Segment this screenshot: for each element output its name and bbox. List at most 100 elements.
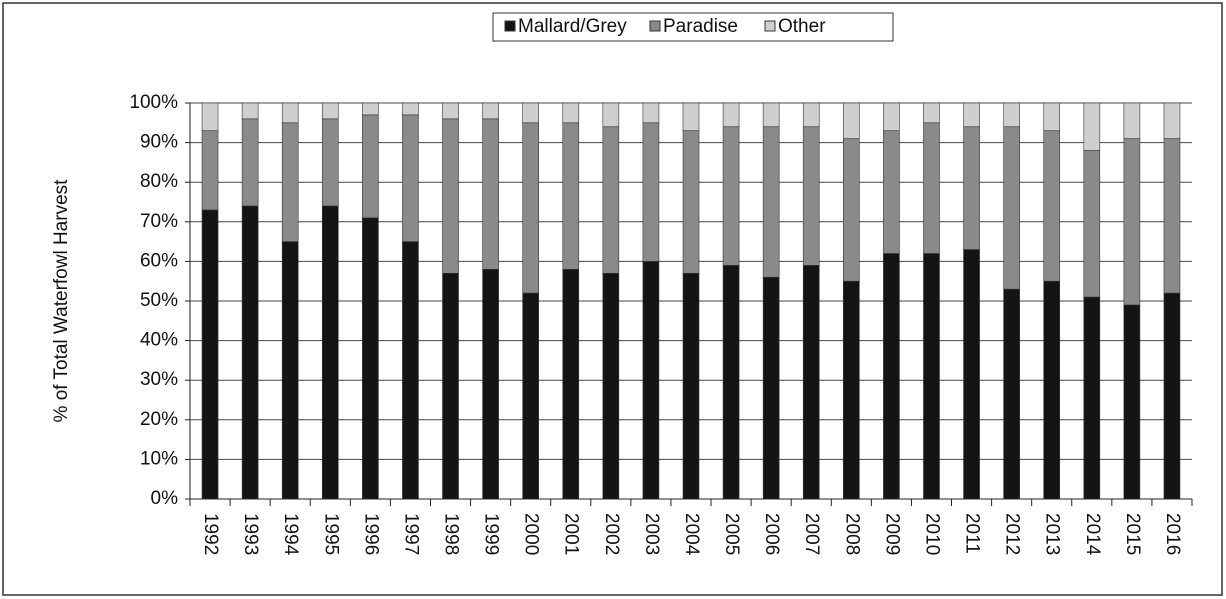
bar-segment [442,118,459,274]
legend-label: Other [778,16,826,37]
x-tick-label: 2010 [921,513,942,555]
bar-segment [843,102,860,139]
bar-segment [682,102,700,132]
bar-segment [722,102,740,128]
bar-segment [883,253,900,500]
x-tick-label: 2004 [681,513,702,556]
x-tick-label: 2013 [1042,513,1063,555]
bar-segment [682,272,700,500]
y-tick-label: 20% [140,409,178,430]
y-tick-label: 80% [140,171,178,192]
bar-segment [482,102,499,120]
bar-segment [923,253,940,500]
bar-segment [1003,126,1020,290]
x-tick-label: 1994 [280,513,301,556]
bar-segment [402,114,419,242]
bar-segment [281,241,299,500]
bar-segment [1123,138,1141,306]
bar-segment [1123,304,1141,500]
x-tick-label: 2012 [1002,513,1023,555]
bar-segment [241,102,259,120]
y-tick-label: 90% [140,132,178,153]
bar-segment [843,280,860,500]
y-tick-label: 10% [140,448,178,469]
bar-segment [522,122,539,294]
x-tick-label: 1996 [360,513,381,555]
bar-segment [722,126,740,266]
legend-label: Mallard/Grey [518,16,627,37]
bar-segment [562,269,580,500]
bar-segment [883,130,900,254]
x-tick-label: 2008 [841,513,862,555]
x-tick-label: 2006 [761,513,782,555]
bar-segment [642,122,660,262]
bar-segment [522,102,539,124]
bar-segment [923,102,940,124]
bar-segment [963,126,980,250]
bar-segment [402,102,419,116]
bar-segment [843,138,860,282]
bar-segment [1083,102,1101,151]
bar-segment [602,126,620,274]
bar-segment [1163,102,1181,139]
bar-segment [482,118,499,270]
x-tick-label: 2014 [1082,513,1103,556]
bar-segment [602,102,620,128]
bar-segment [1163,292,1181,500]
bar-segment [442,272,459,500]
bar-segment [762,126,780,278]
bar-segment [241,205,259,500]
x-tick-label: 1999 [481,513,502,555]
bar-segment [923,122,940,254]
x-tick-label: 1992 [200,513,221,555]
bar-segment [802,265,820,500]
bar-segment [642,261,660,500]
bar-segment [762,102,780,128]
bar-segment [762,276,780,500]
y-axis-title: % of Total Waterfowl Harvest [51,179,72,423]
x-tick-label: 2011 [962,513,983,554]
bar-segment [1083,296,1101,500]
bar-segment [963,249,980,500]
x-tick-label: 1997 [400,513,421,555]
x-tick-label: 2015 [1122,513,1143,555]
bar-segment [722,265,740,500]
bar-segment [362,114,379,219]
bar-segment [201,209,219,500]
bar-segment [682,130,700,274]
x-tick-label: 2001 [561,513,582,555]
x-tick-label: 2000 [521,513,542,555]
bar-segment [1163,138,1181,294]
x-tick-label: 2016 [1162,513,1183,555]
y-tick-label: 100% [129,92,178,113]
bar-segment [562,102,580,124]
legend-swatch [504,20,516,32]
bar-segment [241,118,259,207]
bar-segment [201,130,219,211]
bar-segment [602,272,620,500]
bar-segment [321,102,339,120]
x-tick-label: 2007 [801,513,822,555]
bar-segment [1043,130,1061,282]
bar-segment [642,102,660,124]
x-tick-label: 2009 [881,513,902,555]
bar-segment [883,102,900,132]
x-tick-label: 1995 [320,513,341,555]
y-tick-label: 50% [140,290,178,311]
bar-segment [482,269,499,500]
y-tick-label: 70% [140,211,178,232]
x-tick-label: 1993 [240,513,261,555]
bar-segment [281,122,299,242]
legend-box [492,12,894,42]
legend-swatch [649,20,661,32]
bar-segment [362,217,379,500]
bar-segment [802,126,820,266]
bar-segment [522,292,539,500]
bar-segment [1083,150,1101,298]
bar-segment [442,102,459,120]
bar-segment [281,102,299,124]
y-tick-label: 30% [140,369,178,390]
y-tick-label: 40% [140,330,178,351]
x-tick-label: 2005 [721,513,742,555]
